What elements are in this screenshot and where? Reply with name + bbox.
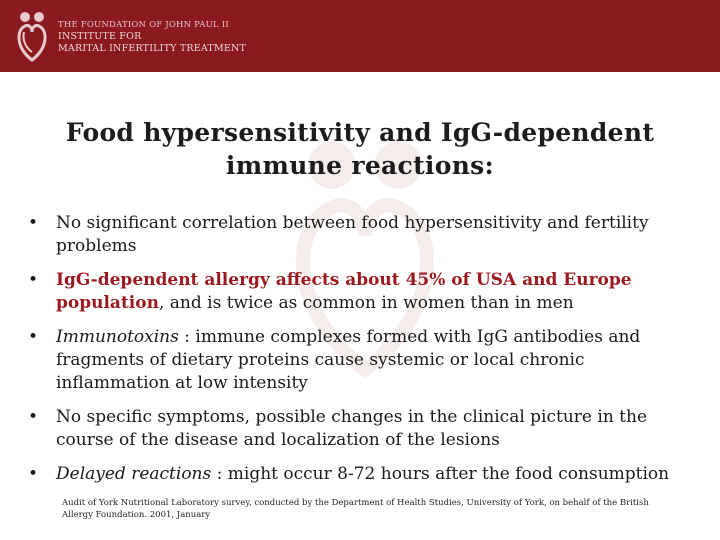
bullet-term: Immunotoxins: [56, 327, 179, 347]
org-name-line-2: INSTITUTE FOR: [58, 31, 142, 42]
org-name-line-1: THE FOUNDATION OF JOHN PAUL II: [58, 20, 229, 30]
bullet-text: : immune complexes formed with IgG antib…: [56, 327, 641, 393]
foundation-logo-icon: [17, 12, 47, 62]
source-footnote: Audit of York Nutritional Laboratory sur…: [62, 498, 649, 520]
slide-title: Food hypersensitivity and IgG-dependent …: [20, 116, 700, 182]
organization-name: THE FOUNDATION OF JOHN PAUL II INSTITUTE…: [58, 20, 246, 55]
bullet-text: , and is twice as common in women than i…: [158, 293, 574, 313]
bullet-text: No significant correlation between food …: [56, 213, 649, 256]
bullet-list: • No significant correlation between foo…: [28, 212, 698, 497]
bullet-icon: •: [28, 407, 39, 427]
bullet-icon: •: [28, 327, 39, 347]
bullet-icon: •: [28, 464, 39, 484]
bullet-term: Delayed reactions: [56, 464, 212, 484]
bullet-item: • No significant correlation between foo…: [28, 212, 698, 258]
bullet-text: No specific symptoms, possible changes i…: [56, 407, 648, 450]
slide-title-line-2: immune reactions:: [225, 151, 495, 180]
bullet-item: • Immunotoxins : immune complexes formed…: [28, 326, 698, 395]
bullet-highlight-text: IgG-dependent allergy affects about 45% …: [56, 270, 632, 313]
bullet-item: • IgG-dependent allergy affects about 45…: [28, 269, 698, 315]
bullet-text: : might occur 8-72 hours after the food …: [211, 464, 670, 484]
bullet-item: • No specific symptoms, possible changes…: [28, 406, 698, 452]
bullet-item: • Delayed reactions : might occur 8-72 h…: [28, 463, 698, 486]
slide-header-bar: THE FOUNDATION OF JOHN PAUL II INSTITUTE…: [0, 0, 720, 72]
org-name-line-3: MARITAL INFERTILITY TREATMENT: [58, 43, 247, 54]
bullet-icon: •: [28, 213, 39, 233]
logo-watermark-icon: [295, 141, 435, 379]
slide-title-line-1: Food hypersensitivity and IgG-dependent: [65, 118, 655, 147]
bullet-icon: •: [28, 270, 39, 290]
